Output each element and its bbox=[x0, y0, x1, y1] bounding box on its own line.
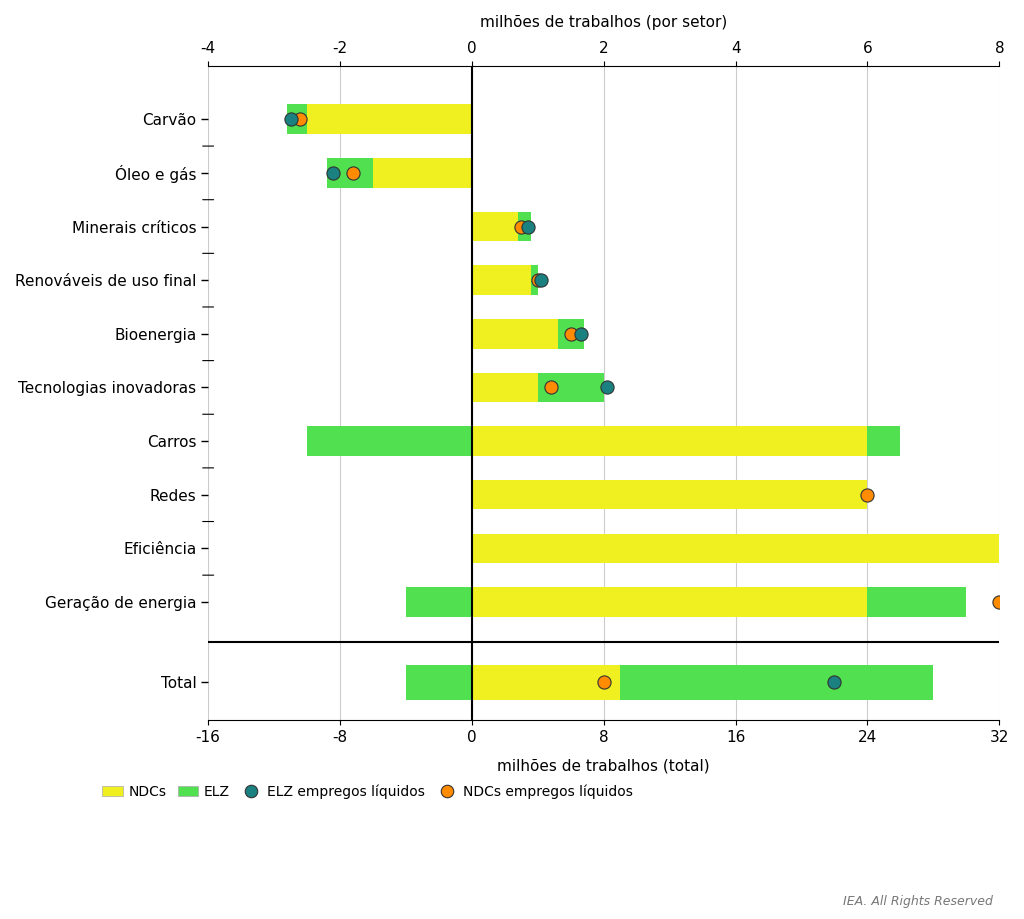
Bar bbox=[406, 665, 934, 700]
Bar bbox=[472, 665, 621, 700]
Point bbox=[292, 112, 308, 127]
Bar bbox=[472, 266, 538, 295]
Point bbox=[572, 326, 589, 341]
Bar bbox=[472, 373, 604, 403]
Bar bbox=[307, 105, 472, 134]
Bar bbox=[472, 480, 802, 509]
Bar bbox=[288, 105, 472, 134]
Bar bbox=[472, 534, 867, 563]
Point bbox=[345, 165, 361, 180]
Point bbox=[596, 675, 612, 690]
Bar bbox=[472, 211, 531, 242]
Bar bbox=[472, 211, 518, 242]
Bar bbox=[472, 587, 867, 617]
Point bbox=[283, 112, 299, 127]
Bar bbox=[472, 319, 584, 348]
Point bbox=[826, 675, 843, 690]
Bar bbox=[406, 587, 967, 617]
Point bbox=[326, 165, 342, 180]
Point bbox=[859, 487, 876, 502]
X-axis label: milhões de trabalhos (por setor): milhões de trabalhos (por setor) bbox=[480, 15, 727, 30]
Bar bbox=[472, 319, 558, 348]
Legend: NDCs, ELZ, ELZ empregos líquidos, NDCs empregos líquidos: NDCs, ELZ, ELZ empregos líquidos, NDCs e… bbox=[96, 779, 638, 805]
Bar bbox=[327, 158, 472, 187]
Bar bbox=[472, 373, 538, 403]
Bar bbox=[472, 534, 1024, 563]
Bar bbox=[373, 158, 472, 187]
Text: IEA. All Rights Reserved: IEA. All Rights Reserved bbox=[844, 895, 993, 908]
Point bbox=[520, 219, 537, 233]
Bar bbox=[472, 266, 531, 295]
Point bbox=[529, 273, 546, 288]
Point bbox=[599, 380, 615, 395]
Bar bbox=[472, 480, 867, 509]
Point bbox=[532, 273, 549, 288]
X-axis label: milhões de trabalhos (total): milhões de trabalhos (total) bbox=[498, 758, 710, 774]
Point bbox=[562, 326, 579, 341]
Bar bbox=[307, 426, 900, 456]
Point bbox=[543, 380, 559, 395]
Bar bbox=[472, 426, 867, 456]
Point bbox=[991, 595, 1008, 609]
Point bbox=[513, 219, 529, 233]
